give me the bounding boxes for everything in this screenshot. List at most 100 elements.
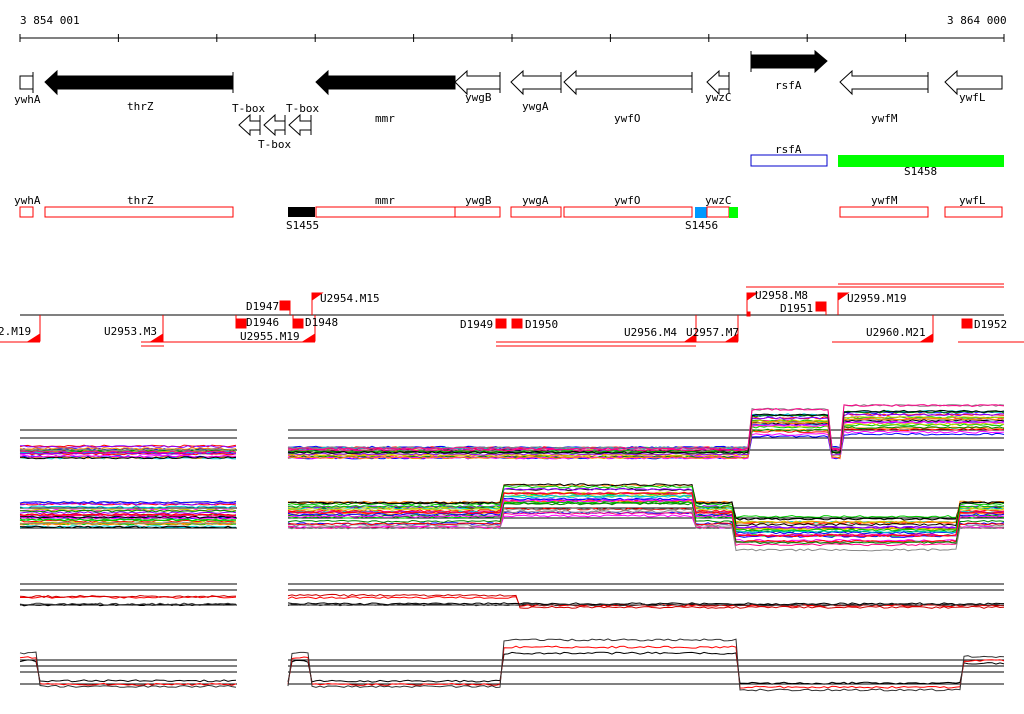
feature-mmr[interactable] [315, 206, 456, 218]
expression-trace [19, 656, 237, 686]
signal-label[interactable]: D1946 [246, 316, 279, 329]
feature-S1458-box[interactable] [838, 155, 1004, 167]
gene-tbox-2[interactable]: T-box [258, 113, 291, 151]
feature-green-segment[interactable] [729, 207, 738, 218]
expression-trace [19, 448, 237, 452]
feature-label: ywgB [465, 194, 492, 207]
expression-trace [19, 505, 236, 509]
gene-tbox-1[interactable]: T-box [232, 102, 265, 137]
track-3: ywhA thrZ S1455 mmr ywgB ywgA ywfO S1456… [14, 194, 1003, 232]
signal-label[interactable]: D1948 [305, 316, 338, 329]
axis-start-label: 3 854 001 [20, 14, 80, 27]
gene-label: ywgB [465, 91, 492, 104]
gene-ywfM[interactable]: ywfM [839, 69, 929, 125]
gene-ywgB[interactable]: ywgB [454, 69, 501, 104]
gene-label: T-box [258, 138, 291, 151]
expression-trace [19, 450, 237, 454]
feature-label: mmr [375, 194, 395, 207]
signal-label[interactable]: U2957.M7 [686, 326, 739, 339]
gene-thrZ[interactable]: thrZ [44, 69, 234, 113]
feature-rsfA-box[interactable] [750, 154, 828, 167]
expression-trace [19, 525, 237, 529]
expression-trace [19, 518, 237, 522]
feature-ywzC[interactable] [706, 206, 730, 218]
gene-tbox-3[interactable]: T-box [286, 102, 319, 137]
expression-trace [19, 511, 237, 515]
gene-label: ywfM [871, 112, 898, 125]
gene-label: ywhA [14, 93, 41, 106]
expression-trace [20, 509, 237, 513]
expression-trace [19, 602, 237, 606]
coordinate-axis: 3 854 001 3 864 000 [19, 14, 1007, 42]
gene-label: ywfL [959, 91, 986, 104]
feature-S1456[interactable] [695, 207, 707, 218]
feature-label: S1455 [286, 219, 319, 232]
expression-trace [19, 659, 237, 683]
expression-trace [19, 502, 237, 506]
signal-label[interactable]: D1950 [525, 318, 558, 331]
gene-rsfA[interactable]: rsfA [750, 49, 828, 92]
gene-ywgA[interactable]: ywgA [510, 69, 562, 113]
expression-trace [19, 447, 237, 451]
signal-label[interactable]: D1947 [246, 300, 279, 313]
feature-ywhA[interactable] [19, 206, 34, 218]
feature-ywgA[interactable] [510, 206, 562, 218]
expression-trace [19, 456, 237, 460]
gene-label: ywzC [705, 91, 732, 104]
feature-ywfM[interactable] [839, 206, 929, 218]
gene-ywfO[interactable]: ywfO [563, 69, 693, 125]
feature-label: thrZ [127, 194, 154, 207]
signal-label[interactable]: D1952 [974, 318, 1007, 331]
feature-label: ywfO [614, 194, 641, 207]
signal-label[interactable]: U2954.M15 [320, 292, 380, 305]
expression-trace [287, 415, 1005, 457]
feature-label: ywzC [705, 194, 732, 207]
feature-S1455[interactable] [288, 207, 315, 217]
signal-label[interactable]: U2959.M19 [847, 292, 907, 305]
gene-label: ywfO [614, 112, 641, 125]
signal-label[interactable]: 2.M19 [0, 325, 31, 338]
expression-trace [288, 487, 1005, 521]
feature-label: ywgA [522, 194, 549, 207]
signal-label[interactable]: D1951 [780, 302, 813, 315]
expression-trace [19, 451, 237, 455]
signal-label[interactable]: U2958.M8 [755, 289, 808, 302]
expression-trace [19, 521, 237, 525]
signal-label[interactable]: U2956.M4 [624, 326, 677, 339]
expression-trace [287, 420, 1005, 450]
feature-ywgB[interactable] [454, 206, 501, 218]
gene-label: T-box [286, 102, 319, 115]
expression-trace [287, 511, 1005, 547]
feature-ywfO[interactable] [563, 206, 693, 218]
expression-trace [19, 515, 237, 519]
gene-ywzC[interactable]: ywzC [705, 69, 732, 104]
expression-trace [19, 519, 237, 523]
gene-mmr[interactable]: mmr [315, 69, 456, 125]
feature-label: rsfA [775, 143, 802, 156]
feature-ywfL[interactable] [944, 206, 1003, 218]
expression-trace [288, 485, 1005, 532]
expression-trace [287, 491, 1005, 538]
expression-trace [287, 404, 1005, 451]
signal-label[interactable]: D1949 [460, 318, 493, 331]
expression-trace [287, 487, 1005, 529]
expression-trace [19, 594, 237, 599]
expression-trace [287, 603, 1005, 607]
expression-trace [287, 507, 1005, 552]
expression-trace [287, 645, 1005, 689]
feature-thrZ[interactable] [44, 206, 234, 218]
expression-trace [287, 417, 1005, 460]
signal-label[interactable]: U2953.M3 [104, 325, 157, 338]
signal-label[interactable]: U2955.M19 [240, 330, 300, 343]
gene-label: thrZ [127, 100, 154, 113]
gene-track: ywhA thrZ T-box T-box T-box mmr [14, 49, 1003, 151]
gene-ywfL[interactable]: ywfL [944, 69, 1003, 104]
expression-trace [19, 651, 237, 688]
signal-label[interactable]: U2960.M21 [866, 326, 926, 339]
regulatory-track: 2.M19 U2953.M3 D1946 D1947 U2955.M19 D19… [0, 283, 1024, 347]
expression-trace [19, 445, 237, 449]
gene-ywhA[interactable]: ywhA [14, 72, 41, 106]
gene-label: rsfA [775, 79, 802, 92]
feature-label: ywfM [871, 194, 898, 207]
